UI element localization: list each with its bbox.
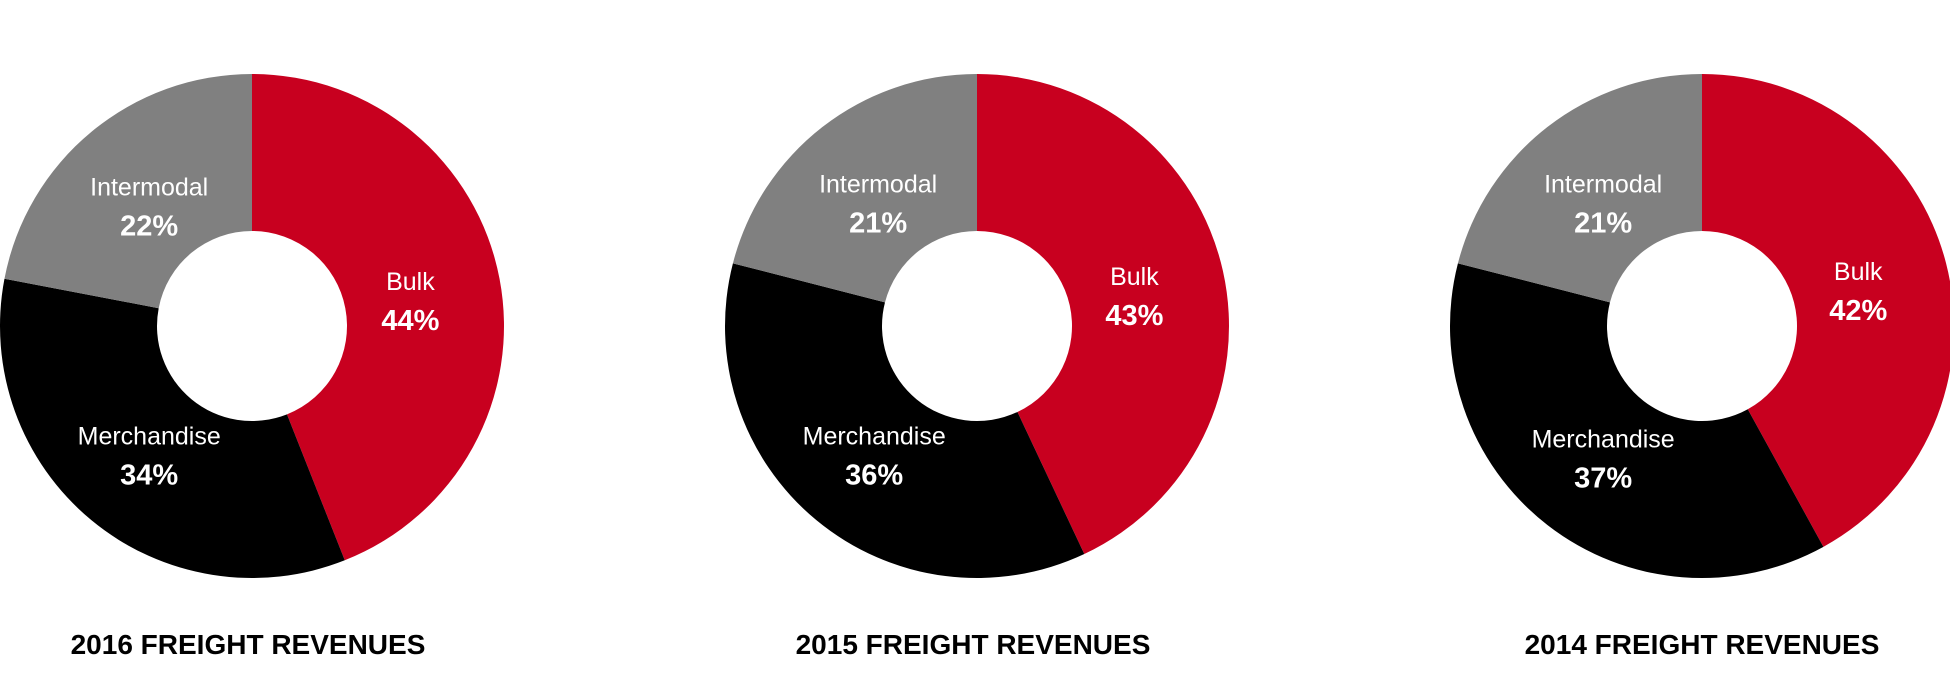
slice-value-intermodal: 21% [849,208,907,240]
slice-label-bulk: Bulk [386,268,435,296]
slice-value-intermodal: 21% [1574,208,1632,240]
slice-label-merchandise: Merchandise [803,422,946,450]
slice-label-bulk: Bulk [1834,258,1883,286]
chart-title: 2016 FREIGHT REVENUES [71,629,426,660]
slice-merchandise [0,278,345,578]
slice-value-merchandise: 34% [120,459,178,491]
slice-merchandise [725,263,1085,578]
slice-value-merchandise: 36% [845,459,903,491]
slice-label-intermodal: Intermodal [90,174,208,202]
slice-intermodal [1457,74,1702,303]
donut-chart-2015-freight-revenues: Bulk 43% Merchandise 36% Intermodal 21% 2015 F… [725,74,1229,660]
slice-label-merchandise: Merchandise [1532,425,1675,453]
chart-title: 2015 FREIGHT REVENUES [796,629,1151,660]
slice-intermodal [732,74,977,303]
slice-merchandise [1449,263,1824,579]
donut-chart-2014-freight-revenues: Bulk 42% Merchandise 37% Intermodal 21% 2014 F… [1449,74,1950,660]
slice-bulk [1702,74,1950,547]
slice-bulk [977,74,1229,555]
slice-bulk [252,74,504,561]
slice-value-bulk: 44% [381,305,439,337]
chart-title: 2014 FREIGHT REVENUES [1525,629,1880,660]
slice-label-merchandise: Merchandise [78,422,221,450]
slice-value-bulk: 43% [1105,300,1163,332]
slice-label-intermodal: Intermodal [819,171,937,199]
slice-label-intermodal: Intermodal [1544,171,1662,199]
slice-value-merchandise: 37% [1574,462,1632,494]
donut-chart-2016-freight-revenues: Bulk 44% Merchandise 34% Intermodal 22% 2016 F… [0,74,504,660]
slice-value-bulk: 42% [1829,295,1887,327]
slice-intermodal [4,74,253,309]
slice-value-intermodal: 22% [120,211,178,243]
slice-label-bulk: Bulk [1110,263,1159,291]
